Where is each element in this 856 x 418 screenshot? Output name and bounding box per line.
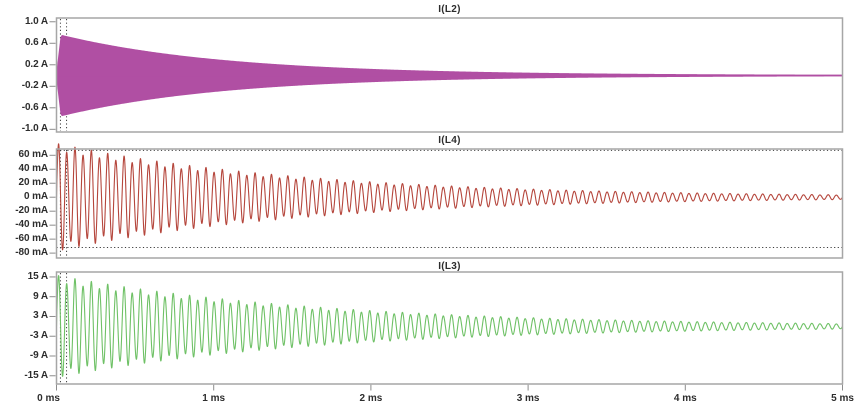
x-tick-label: 3 ms	[516, 393, 540, 404]
y-tick-label: 3 A	[33, 310, 48, 322]
y-tick-label: 0.2 A	[24, 58, 48, 70]
y-tick-label: 60 mA	[18, 149, 48, 161]
y-tick-label: -80 mA	[15, 247, 48, 259]
x-tick-label: 5 ms	[831, 393, 854, 404]
x-tick-label: 0 ms	[37, 393, 60, 404]
panel-title-il2: I(L2)	[438, 4, 461, 15]
panel-border	[55, 17, 844, 133]
y-tick-label: -0.6 A	[21, 101, 48, 113]
panel-border	[55, 148, 844, 259]
waveform-trace	[55, 143, 843, 251]
y-tick-label: -0.2 A	[21, 80, 48, 92]
y-tick-label: 9 A	[33, 290, 48, 302]
x-tick-label: 4 ms	[673, 393, 697, 404]
y-tick-label: -40 mA	[15, 219, 48, 231]
x-tick-label: 2 ms	[359, 393, 383, 404]
y-tick-label: 0.6 A	[24, 37, 48, 49]
y-tick-label: 40 mA	[18, 163, 48, 175]
waveform-trace	[55, 275, 843, 377]
y-tick-label: -15 A	[24, 369, 48, 381]
y-tick-label: 0 mA	[23, 191, 48, 203]
y-tick-label: -9 A	[29, 350, 48, 361]
panel-border	[55, 271, 844, 385]
y-tick-label: -60 mA	[15, 233, 48, 245]
panel-title-il4: I(L4)	[438, 135, 461, 146]
x-tick-label: 1 ms	[202, 393, 226, 404]
y-tick-label: 20 mA	[18, 177, 48, 189]
panel-title-il3: I(L3)	[438, 261, 461, 272]
panel-il2	[49, 17, 844, 133]
y-tick-label: -1.0 A	[21, 123, 48, 135]
y-tick-label: 15 A	[27, 270, 48, 282]
y-tick-label: -20 mA	[15, 205, 48, 217]
y-tick-label: 1.0 A	[24, 15, 48, 27]
panel-il4	[49, 143, 844, 259]
y-tick-label: -3 A	[29, 330, 48, 342]
panel-il3	[49, 271, 844, 385]
